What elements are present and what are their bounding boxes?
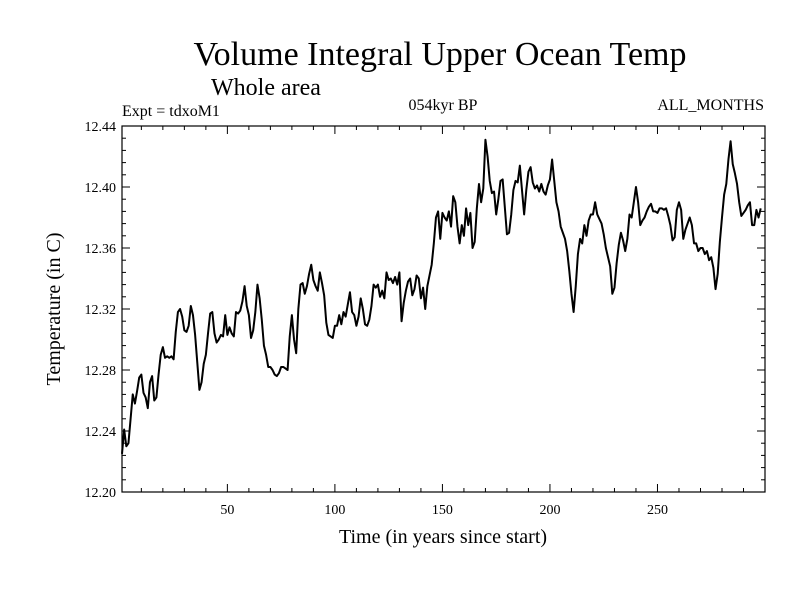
x-axis-label: Time (in years since start)	[339, 526, 547, 548]
y-tick-label: 12.28	[85, 364, 117, 379]
months-label: ALL_MONTHS	[657, 97, 764, 114]
y-tick-label: 12.24	[85, 425, 117, 440]
y-tick-label: 12.44	[85, 120, 117, 135]
chart-title: Volume Integral Upper Ocean Temp	[194, 36, 687, 73]
axis-ticks	[122, 126, 765, 492]
y-tick-label: 12.20	[85, 486, 117, 501]
y-tick-label: 12.36	[85, 242, 117, 257]
chart-subtitle: Whole area	[211, 75, 321, 101]
x-tick-label: 200	[539, 503, 560, 518]
plot-frame	[121, 125, 766, 493]
y-tick-label: 12.32	[85, 303, 117, 318]
x-tick-label: 50	[220, 503, 234, 518]
experiment-label: Expt = tdxoM1	[122, 103, 220, 120]
axis-tick-labels: 50 100 150 200 250 12.20 12.24 12.28 12.32 12.36 1…	[85, 120, 668, 518]
x-tick-label: 250	[647, 503, 668, 518]
period-label: 054kyr BP	[409, 97, 478, 114]
y-axis-label: Temperature (in C)	[43, 233, 65, 386]
y-tick-label: 12.40	[85, 181, 117, 196]
x-tick-label: 150	[432, 503, 453, 518]
series-line	[121, 138, 762, 454]
x-tick-label: 100	[324, 503, 345, 518]
